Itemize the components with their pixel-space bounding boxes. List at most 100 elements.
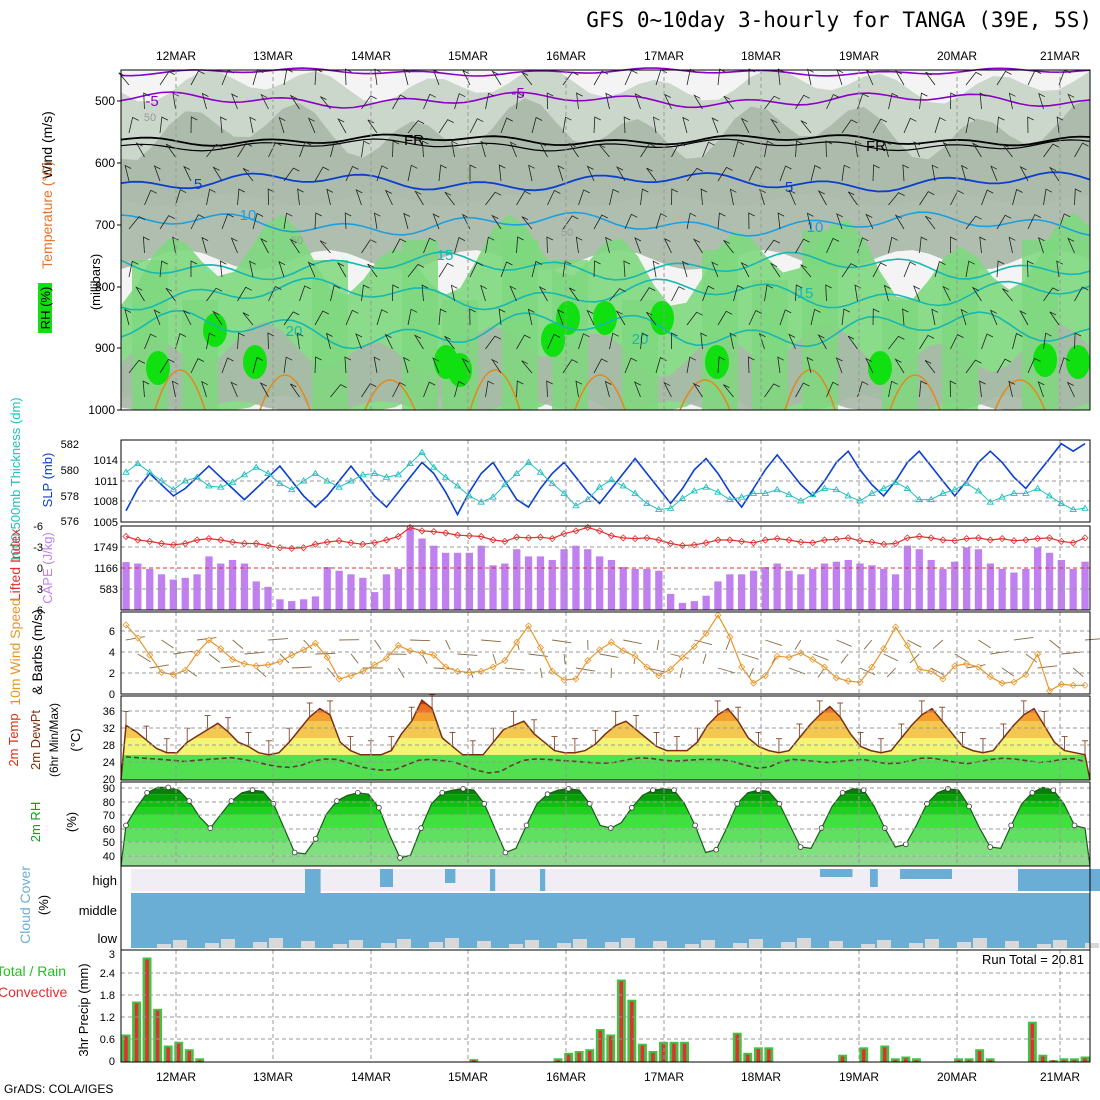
wind-barb [810, 308, 821, 326]
wind-barb [153, 309, 161, 326]
li-point [809, 539, 817, 547]
precip-total-bar [964, 1058, 974, 1062]
cape-bar [1010, 572, 1018, 610]
contour-line-freezing [120, 138, 1091, 152]
wind-barb [221, 213, 234, 230]
precip-convective-bar [661, 1043, 666, 1062]
wind-barb [770, 118, 781, 134]
thickness-point [489, 493, 497, 500]
wind-barb [779, 309, 792, 326]
rh-legend-swatch [38, 283, 52, 333]
contour-label: 20 [286, 323, 303, 340]
li-point [548, 535, 556, 543]
thickness-point [536, 468, 545, 475]
cape-bar [809, 568, 817, 610]
temp-tick: 32 [103, 723, 115, 735]
wind-barb [1066, 381, 1075, 398]
contour-label: 10 [807, 219, 824, 236]
wind-barb [568, 287, 579, 302]
precip-total-bar [553, 1058, 563, 1062]
wind-barb [128, 216, 146, 230]
cloud-low-bar [1053, 940, 1067, 948]
wind-barb [826, 93, 840, 110]
wind-barb [919, 334, 935, 350]
wind-barb [249, 260, 256, 278]
wind-barb [640, 143, 656, 158]
cape-bar [205, 556, 213, 610]
wind-barb [407, 308, 418, 326]
wind-barb [700, 332, 707, 350]
rh-column [882, 300, 918, 410]
wind-barb [143, 92, 150, 110]
wind-speed-line [125, 614, 1085, 692]
wind-barb [344, 212, 352, 230]
cape-bar [820, 563, 829, 610]
wind-barb [965, 260, 975, 278]
rh-band [121, 814, 1090, 829]
wind-barb [190, 358, 205, 374]
wind-barb [208, 653, 221, 663]
wind-barb [135, 286, 145, 302]
wind-barb [267, 332, 275, 350]
wind-barb [1084, 638, 1100, 641]
precip-convective-bar [988, 1060, 992, 1062]
cape-bar [584, 549, 592, 610]
wind-barb [931, 164, 939, 182]
wind-barb [711, 261, 719, 278]
wind-barb [278, 261, 286, 278]
contour-line-15b [120, 277, 1091, 311]
wind-barb [795, 284, 803, 302]
date-label-bottom: 17MAR [644, 1070, 684, 1084]
wind-barb [888, 192, 905, 206]
wind-barb [144, 189, 157, 206]
wind-barb [367, 263, 378, 278]
thickness-tick: 578 [61, 491, 79, 503]
cape-bar [335, 570, 343, 610]
wind-barb [1043, 143, 1060, 158]
wind-barb [758, 333, 766, 350]
date-label-top: 21MAR [1040, 49, 1080, 63]
thickness-point [311, 469, 320, 476]
wind-barb [355, 189, 363, 206]
wind-barb [172, 92, 180, 110]
wind-barb [965, 359, 982, 374]
rh-blob [705, 345, 729, 379]
wind-barb [1056, 116, 1064, 134]
precip-convective-bar [134, 1003, 139, 1062]
wind-barb [1026, 260, 1034, 278]
cape-bar [193, 574, 201, 610]
wind-barb [725, 639, 731, 650]
wind-barb [765, 639, 783, 647]
cloud-low-bar [797, 938, 811, 948]
wind-barb [655, 213, 667, 230]
wind-barb [1074, 188, 1082, 206]
wind-barb [586, 309, 595, 326]
wind-barb [230, 381, 238, 398]
wind-barb [118, 72, 130, 86]
wind-barb [888, 335, 905, 350]
wind-barb [355, 333, 363, 350]
wind-barb [919, 191, 935, 206]
wind-barb [593, 260, 601, 278]
date-label-bottom: 21MAR [1040, 1070, 1080, 1084]
wind-barb [913, 285, 920, 302]
wind-barb [283, 212, 293, 230]
precip-convective-bar [198, 1060, 202, 1062]
cloud-level-high: high [92, 873, 117, 888]
wind-barb [748, 309, 762, 326]
cape-bar [169, 579, 177, 610]
minmax-axis-label: (6hr Min/Max) [47, 703, 61, 777]
wind-barb [682, 116, 690, 134]
li-point [892, 539, 900, 548]
cape-tick: 1166 [94, 563, 118, 575]
wind-barb [490, 358, 502, 374]
cape-bar [477, 545, 485, 610]
thickness-point [370, 469, 379, 476]
wind-barb [516, 334, 531, 350]
wind-barb [268, 142, 282, 158]
wind-barb [521, 360, 533, 374]
thickness-point [276, 479, 284, 486]
wind-barb [384, 333, 393, 350]
wind-barb [182, 309, 192, 326]
wind-barb [237, 188, 246, 206]
